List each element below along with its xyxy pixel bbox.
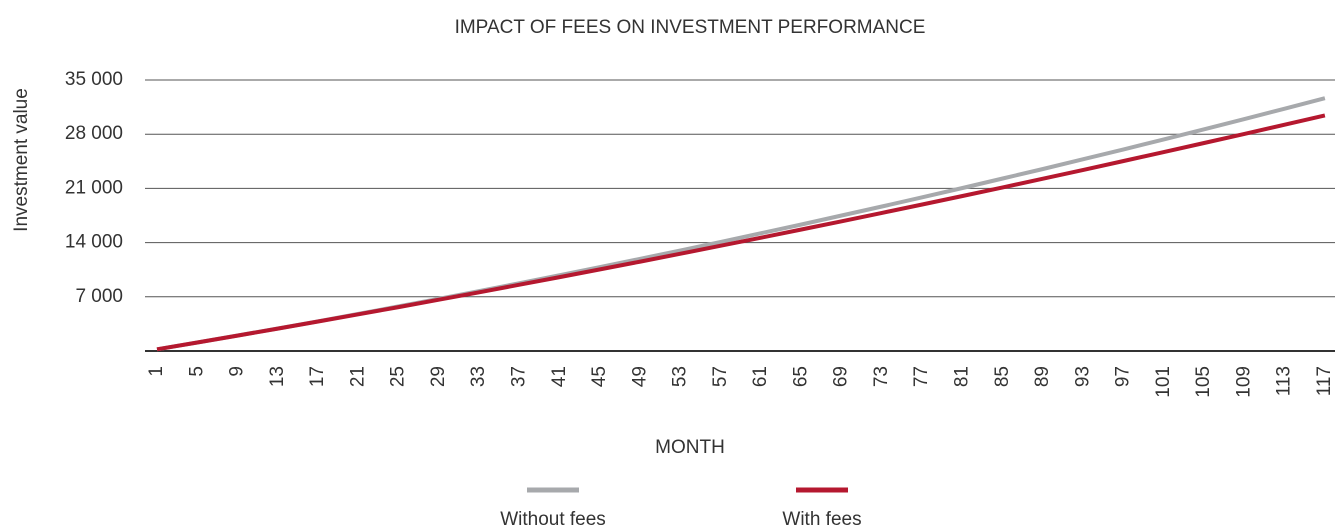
x-tick-label: 21 [347,366,368,387]
x-tick-label: 69 [831,366,852,387]
x-tick-label: 113 [1274,366,1295,396]
x-tick-label: 37 [508,366,529,387]
x-tick-label: 85 [992,366,1013,387]
x-tick-label: 41 [549,366,570,387]
y-axis-label: Investment value [11,88,32,232]
x-tick-label: 77 [911,366,932,387]
data-line [156,113,1326,352]
x-tick-label: 9 [227,366,248,377]
x-tick-label: 13 [267,366,288,387]
x-tick-label: 29 [428,366,449,387]
x-tick-label: 25 [388,366,409,387]
data-line [156,96,1326,352]
x-tick-label: 101 [1153,366,1174,398]
y-tick-label: 14 000 [65,232,123,253]
x-tick-label: 1 [146,366,167,377]
x-tick-label: 57 [710,366,731,387]
x-tick-label: 73 [871,366,892,387]
y-tick-label: 35 000 [65,69,123,90]
x-tick-label: 117 [1314,366,1335,396]
x-tick-label: 33 [468,366,489,387]
legend-label: Without fees [500,509,606,530]
chart-title: IMPACT OF FEES ON INVESTMENT PERFORMANCE [455,17,926,38]
x-tick-label: 61 [750,366,771,387]
x-tick-label: 5 [186,366,207,377]
x-tick-label: 105 [1193,366,1214,398]
x-tick-label: 93 [1072,366,1093,387]
y-tick-label: 7 000 [75,286,123,307]
legend-label: With fees [782,509,861,530]
x-tick-label: 109 [1233,366,1254,398]
x-tick-label: 17 [307,366,328,387]
x-tick-label: 45 [589,366,610,387]
x-tick-label: 81 [951,366,972,387]
x-tick-label: 53 [670,366,691,387]
x-tick-label: 65 [790,366,811,387]
x-axis-label: MONTH [655,437,725,458]
x-tick-label: 89 [1032,366,1053,387]
x-tick-label: 49 [629,366,650,387]
y-tick-label: 21 000 [65,177,123,198]
x-tick-label: 97 [1113,366,1134,387]
y-tick-label: 28 000 [65,123,123,144]
